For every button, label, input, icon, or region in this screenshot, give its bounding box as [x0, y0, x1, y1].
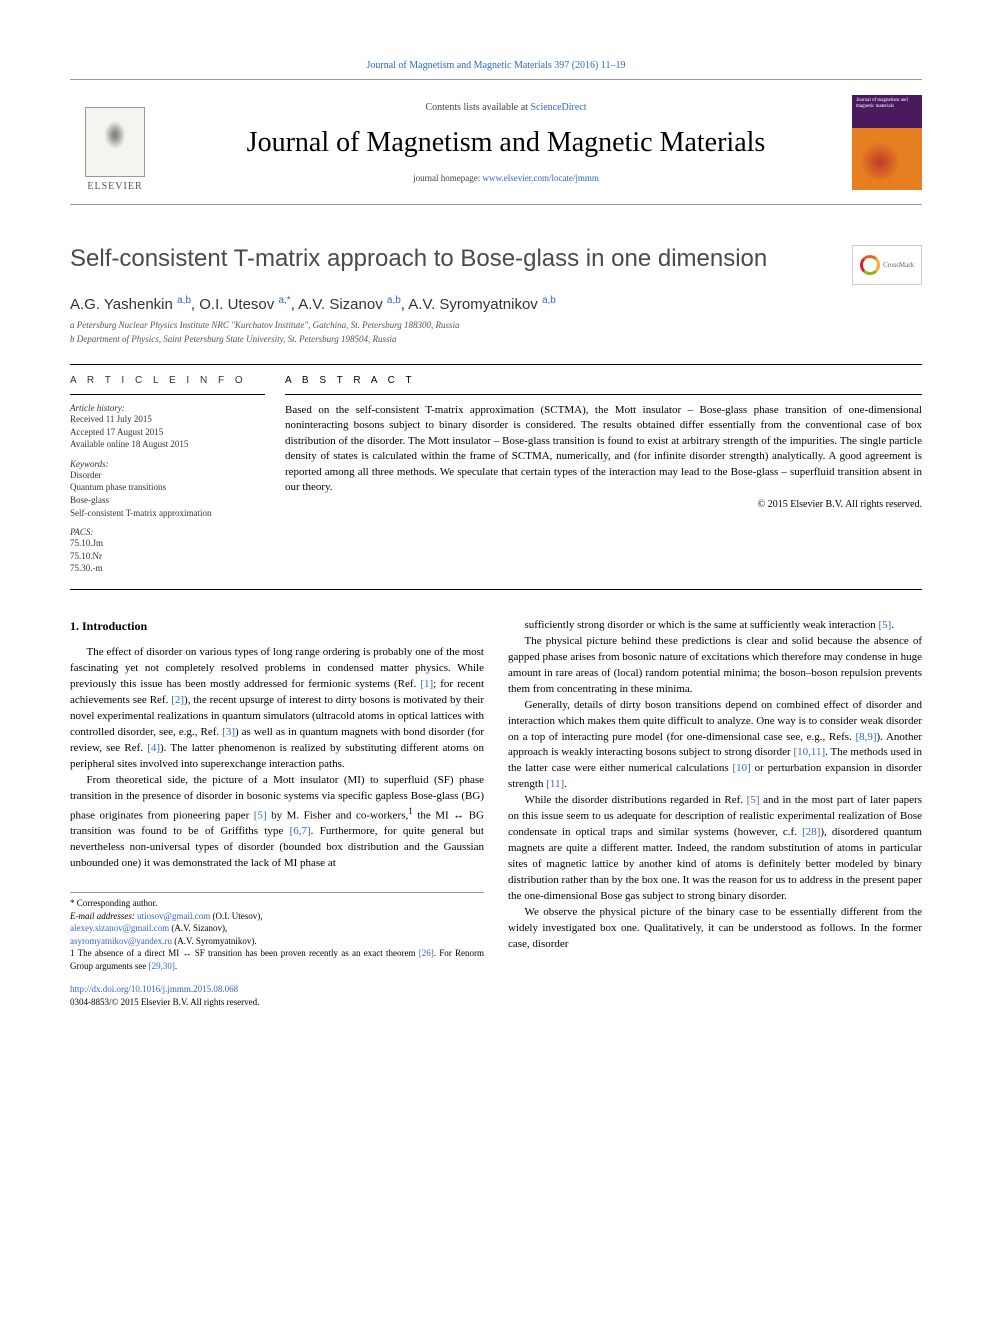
journal-cover-thumbnail[interactable]: Journal of magnetism and magnetic materi…	[852, 95, 922, 190]
paper-title: Self-consistent T-matrix approach to Bos…	[70, 245, 767, 273]
para-r4: We observe the physical picture of the b…	[508, 905, 922, 953]
homepage-line: journal homepage: www.elsevier.com/locat…	[160, 173, 852, 183]
history-label: Article history:	[70, 403, 265, 413]
email-1[interactable]: alexey.sizanov@gmail.com	[70, 923, 169, 933]
history-received: Received 11 July 2015	[70, 413, 265, 426]
article-info-block: A R T I C L E I N F O Article history: R…	[70, 375, 285, 575]
email-0-who: (O.I. Utesov),	[212, 911, 262, 921]
keywords-label: Keywords:	[70, 459, 265, 469]
para-r3: While the disorder distributions regarde…	[508, 793, 922, 905]
article-info-heading: A R T I C L E I N F O	[70, 375, 265, 386]
elsevier-label: ELSEVIER	[87, 181, 142, 192]
abstract-heading: A B S T R A C T	[285, 375, 922, 386]
homepage-prefix: journal homepage:	[413, 173, 482, 183]
homepage-link[interactable]: www.elsevier.com/locate/jmmm	[483, 173, 599, 183]
abstract-text: Based on the self-consistent T-matrix ap…	[285, 403, 922, 495]
corr-author: * Corresponding author.	[70, 897, 484, 910]
info-divider	[70, 394, 265, 395]
affiliations: a Petersburg Nuclear Physics Institute N…	[70, 319, 922, 346]
contents-prefix: Contents lists available at	[425, 102, 530, 113]
kw-1: Quantum phase transitions	[70, 481, 265, 494]
para-l0: The effect of disorder on various types …	[70, 645, 484, 773]
para-r2: Generally, details of dirty boson transi…	[508, 698, 922, 794]
journal-header: ELSEVIER Contents lists available at Sci…	[70, 79, 922, 205]
affiliation-b: b Department of Physics, Saint Petersbur…	[70, 333, 922, 347]
abstract-block: A B S T R A C T Based on the self-consis…	[285, 375, 922, 575]
doi-block: http://dx.doi.org/10.1016/j.jmmm.2015.08…	[70, 983, 484, 1009]
divider	[70, 364, 922, 365]
footnote-1: 1 The absence of a direct MI ↔ SF transi…	[70, 947, 484, 972]
journal-citation[interactable]: Journal of Magnetism and Magnetic Materi…	[70, 60, 922, 71]
contents-line: Contents lists available at ScienceDirec…	[160, 102, 852, 113]
email-1-who: (A.V. Sizanov),	[171, 923, 227, 933]
affiliation-a: a Petersburg Nuclear Physics Institute N…	[70, 319, 922, 333]
issn-line: 0304-8853/© 2015 Elsevier B.V. All right…	[70, 997, 259, 1007]
pacs-label: PACS:	[70, 527, 265, 537]
crossmark-label: CrossMark	[883, 261, 914, 269]
pacs-0: 75.10.Jm	[70, 537, 265, 550]
kw-0: Disorder	[70, 469, 265, 482]
para-l1: From theoretical side, the picture of a …	[70, 773, 484, 872]
pacs-1: 75.10.Nr	[70, 550, 265, 563]
kw-2: Bose-glass	[70, 494, 265, 507]
body-left-column: 1. Introduction The effect of disorder o…	[70, 618, 484, 1009]
para-r1: The physical picture behind these predic…	[508, 634, 922, 698]
email-0[interactable]: utiosov@gmail.com	[137, 911, 210, 921]
body-right-column: sufficiently strong disorder or which is…	[508, 618, 922, 1009]
section-1-heading: 1. Introduction	[70, 618, 484, 635]
elsevier-logo[interactable]: ELSEVIER	[70, 92, 160, 192]
email-2-who: (A.V. Syromyatnikov).	[174, 936, 256, 946]
journal-name: Journal of Magnetism and Magnetic Materi…	[160, 127, 852, 159]
doi-link[interactable]: http://dx.doi.org/10.1016/j.jmmm.2015.08…	[70, 984, 238, 994]
para-r0: sufficiently strong disorder or which is…	[508, 618, 922, 634]
crossmark-badge[interactable]: CrossMark	[852, 245, 922, 285]
email-line: E-mail addresses: utiosov@gmail.com (O.I…	[70, 910, 484, 923]
pacs-2: 75.30.-m	[70, 562, 265, 575]
history-online: Available online 18 August 2015	[70, 438, 265, 451]
history-accepted: Accepted 17 August 2015	[70, 426, 265, 439]
cover-text: Journal of magnetism and magnetic materi…	[856, 98, 922, 110]
crossmark-icon	[860, 255, 880, 275]
email-2[interactable]: asyromyatnikov@yandex.ru	[70, 936, 172, 946]
abstract-divider	[285, 394, 922, 395]
kw-3: Self-consistent T-matrix approximation	[70, 507, 265, 520]
authors-line: A.G. Yashenkin a,b, O.I. Utesov a,*, A.V…	[70, 295, 922, 313]
abstract-copyright: © 2015 Elsevier B.V. All rights reserved…	[285, 499, 922, 510]
sciencedirect-link[interactable]: ScienceDirect	[530, 102, 586, 113]
elsevier-tree-icon	[85, 107, 145, 177]
email-label: E-mail addresses:	[70, 911, 137, 921]
footnotes: * Corresponding author. E-mail addresses…	[70, 892, 484, 973]
